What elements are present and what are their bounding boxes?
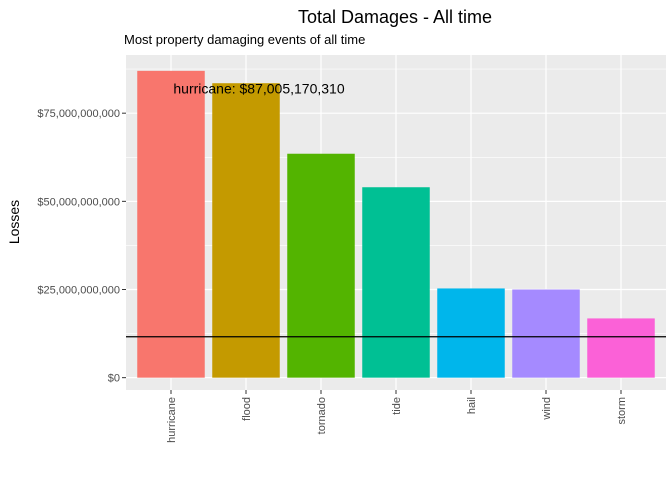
x-tick-label: storm: [616, 397, 628, 425]
bars: [137, 70, 655, 378]
bar-wind: [512, 289, 580, 378]
x-tick-label: hail: [466, 397, 478, 414]
bar-hail: [437, 288, 505, 378]
x-tick-label: hurricane: [166, 397, 178, 443]
y-tick-label: $0: [108, 373, 120, 385]
chart-subtitle: Most property damaging events of all tim…: [124, 32, 365, 47]
bar-storm: [587, 318, 655, 378]
x-tick-label: flood: [241, 397, 253, 421]
y-axis-title: Losses: [6, 200, 22, 244]
bar-annotation: hurricane: $87,005,170,310: [173, 81, 344, 97]
bar-tide: [362, 187, 430, 378]
bar-hurricane: [137, 70, 205, 378]
x-tick-label: wind: [541, 397, 553, 421]
y-tick-label: $50,000,000,000: [37, 196, 120, 208]
x-tick-label: tornado: [316, 397, 328, 434]
y-axis: $0 $25,000,000,000 $50,000,000,000 $75,000,…: [37, 108, 126, 385]
bar-flood: [212, 83, 280, 378]
x-axis: hurricane flood tornado tide hail wind storm: [166, 390, 628, 443]
bar-tornado: [287, 153, 355, 378]
y-tick-label: $75,000,000,000: [37, 108, 120, 120]
x-tick-label: tide: [391, 397, 403, 415]
y-tick-label: $25,000,000,000: [37, 285, 120, 297]
chart-title: Total Damages - All time: [298, 7, 492, 27]
